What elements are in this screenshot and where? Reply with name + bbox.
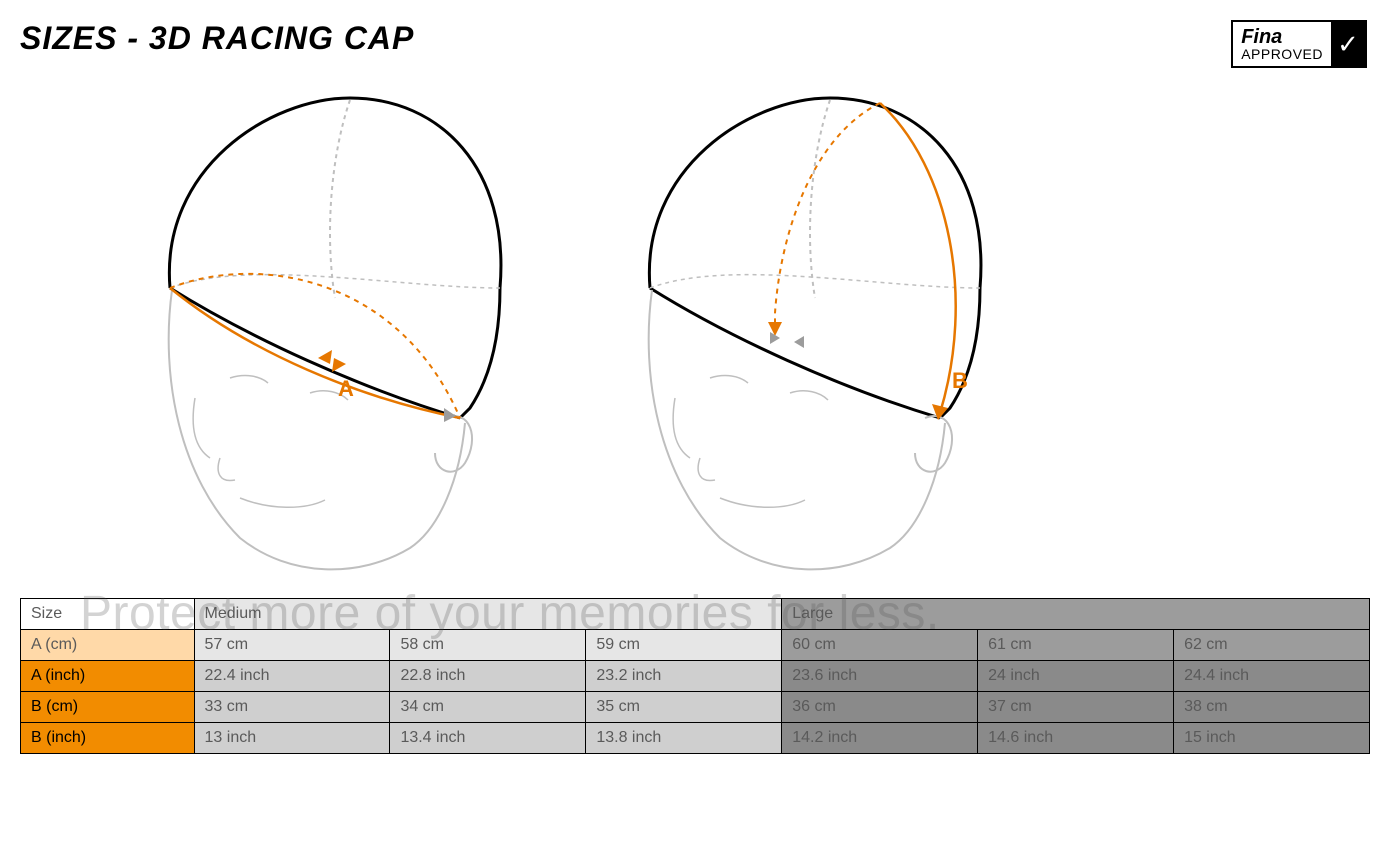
cell-large: 62 cm [1174,630,1370,661]
cell-medium: 35 cm [586,692,782,723]
cell-medium: 22.4 inch [194,661,390,692]
table-row: B (cm)33 cm34 cm35 cm36 cm37 cm38 cm [21,692,1370,723]
cell-large: 60 cm [782,630,978,661]
head-diagram-b: B [580,78,1020,578]
cell-large: 14.2 inch [782,723,978,754]
row-label: B (inch) [21,723,195,754]
size-chart-table: Size Medium Large A (cm)57 cm58 cm59 cm6… [20,598,1370,754]
cell-medium: 23.2 inch [586,661,782,692]
cell-medium: 13 inch [194,723,390,754]
row-label: B (cm) [21,692,195,723]
table-row: A (cm)57 cm58 cm59 cm60 cm61 cm62 cm [21,630,1370,661]
fina-approved-badge: Fina APPROVED ✓ [1231,20,1367,68]
cell-large: 37 cm [978,692,1174,723]
col-medium: Medium [194,599,782,630]
cell-large: 38 cm [1174,692,1370,723]
page-title: SIZES - 3D RACING CAP [20,20,414,57]
measurement-a-label: A [338,376,354,401]
cell-large: 24.4 inch [1174,661,1370,692]
cell-large: 36 cm [782,692,978,723]
col-size: Size [21,599,195,630]
col-large: Large [782,599,1370,630]
cell-large: 24 inch [978,661,1174,692]
cell-medium: 13.4 inch [390,723,586,754]
cell-medium: 59 cm [586,630,782,661]
head-diagrams: A B [100,78,1377,578]
checkmark-icon: ✓ [1331,22,1365,66]
cell-medium: 13.8 inch [586,723,782,754]
fina-approved-text: APPROVED [1241,47,1323,61]
cell-medium: 34 cm [390,692,586,723]
cell-large: 23.6 inch [782,661,978,692]
cell-medium: 33 cm [194,692,390,723]
cell-large: 61 cm [978,630,1174,661]
cell-large: 15 inch [1174,723,1370,754]
row-label: A (inch) [21,661,195,692]
table-row: A (inch)22.4 inch22.8 inch23.2 inch23.6 … [21,661,1370,692]
cell-large: 14.6 inch [978,723,1174,754]
table-row: B (inch)13 inch13.4 inch13.8 inch14.2 in… [21,723,1370,754]
fina-logo-text: Fina [1241,27,1323,47]
cell-medium: 57 cm [194,630,390,661]
row-label: A (cm) [21,630,195,661]
cell-medium: 22.8 inch [390,661,586,692]
measurement-b-label: B [952,368,968,393]
head-diagram-a: A [100,78,540,578]
table-header-row: Size Medium Large [21,599,1370,630]
cell-medium: 58 cm [390,630,586,661]
